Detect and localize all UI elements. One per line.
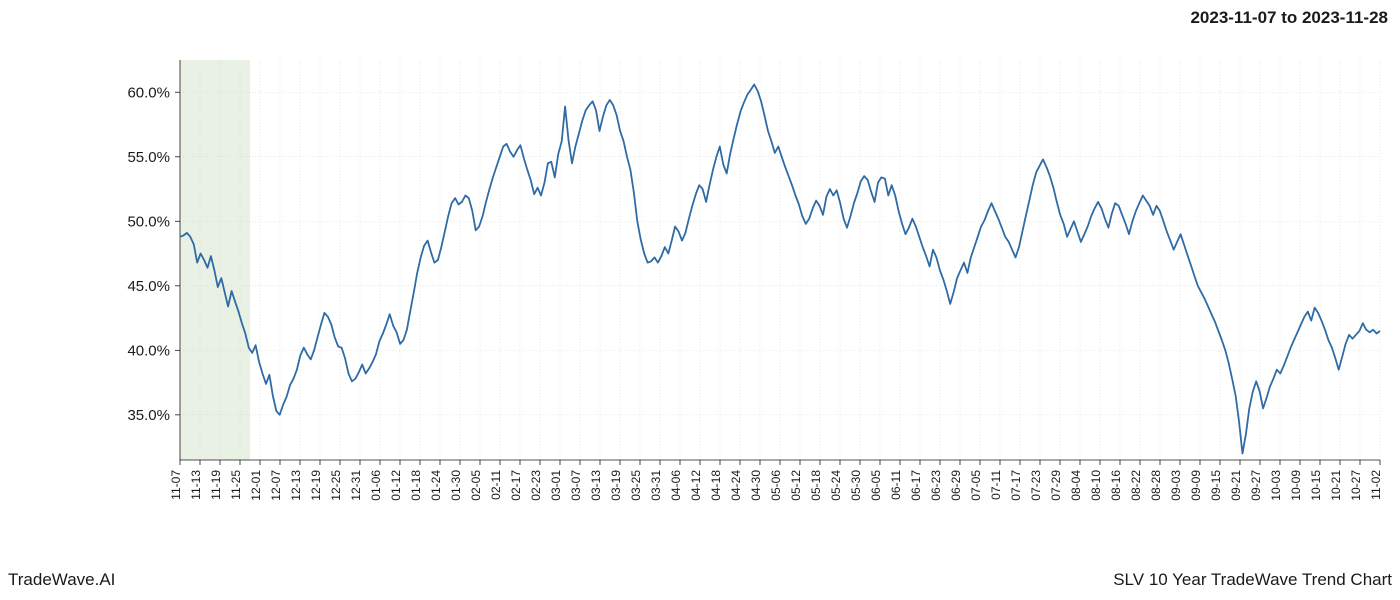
xtick-label: 10-21 <box>1329 470 1343 501</box>
xtick-label: 04-12 <box>689 470 703 501</box>
xtick-label: 12-01 <box>249 470 263 501</box>
ytick-label: 50.0% <box>127 213 170 230</box>
xtick-label: 09-21 <box>1229 470 1243 501</box>
xtick-label: 01-12 <box>389 470 403 501</box>
xtick-label: 07-11 <box>989 470 1003 500</box>
chart-container: 35.0% 40.0% 45.0% 50.0% 55.0% 60.0% 11-07 11-13… <box>0 40 1400 535</box>
xtick-label: 10-15 <box>1309 470 1323 501</box>
xtick-label: 09-27 <box>1249 470 1263 501</box>
xtick-label: 05-18 <box>809 470 823 501</box>
highlight-band <box>180 60 250 460</box>
xtick-label: 01-24 <box>429 470 443 501</box>
xtick-label: 03-01 <box>549 470 563 501</box>
xtick-label: 06-05 <box>869 470 883 501</box>
xtick-label: 01-06 <box>369 470 383 501</box>
xtick-label: 05-06 <box>769 470 783 501</box>
xtick-label: 05-12 <box>789 470 803 501</box>
xtick-label: 07-29 <box>1049 470 1063 501</box>
xtick-label: 06-23 <box>929 470 943 501</box>
footer-brand: TradeWave.AI <box>8 570 115 590</box>
xtick-label: 11-02 <box>1369 470 1383 500</box>
xtick-label: 12-25 <box>329 470 343 501</box>
xtick-label: 09-03 <box>1169 470 1183 501</box>
xtick-label: 12-31 <box>349 470 363 501</box>
xtick-label: 02-05 <box>469 470 483 501</box>
xtick-label: 07-17 <box>1009 470 1023 501</box>
xtick-label: 11-13 <box>189 470 203 500</box>
xtick-label: 08-22 <box>1129 470 1143 501</box>
xtick-label: 02-11 <box>489 470 503 500</box>
trend-chart: 35.0% 40.0% 45.0% 50.0% 55.0% 60.0% 11-07 11-13… <box>0 40 1400 535</box>
xtick-label: 11-07 <box>169 470 183 500</box>
xtick-label: 11-25 <box>229 470 243 500</box>
xtick-label: 04-30 <box>749 470 763 501</box>
xtick-label: 06-11 <box>889 470 903 500</box>
xtick-label: 03-07 <box>569 470 583 501</box>
xtick-label: 12-19 <box>309 470 323 501</box>
ytick-label: 40.0% <box>127 342 170 359</box>
xtick-label: 08-04 <box>1069 470 1083 501</box>
ytick-label: 55.0% <box>127 149 170 166</box>
xtick-label: 01-18 <box>409 470 423 501</box>
xtick-label: 03-19 <box>609 470 623 501</box>
xtick-label: 05-30 <box>849 470 863 501</box>
xtick-label: 03-31 <box>649 470 663 501</box>
xtick-label: 12-13 <box>289 470 303 501</box>
ytick-label: 45.0% <box>127 278 170 295</box>
xtick-label: 01-30 <box>449 470 463 501</box>
footer-chart-title: SLV 10 Year TradeWave Trend Chart <box>1113 570 1392 590</box>
xtick-label: 10-03 <box>1269 470 1283 501</box>
xtick-label: 03-25 <box>629 470 643 501</box>
xtick-label: 09-09 <box>1189 470 1203 501</box>
xtick-label: 02-23 <box>529 470 543 501</box>
xtick-label: 02-17 <box>509 470 523 501</box>
xtick-label: 10-27 <box>1349 470 1363 501</box>
xtick-label: 05-24 <box>829 470 843 501</box>
xtick-label: 07-23 <box>1029 470 1043 501</box>
xtick-label: 06-29 <box>949 470 963 501</box>
xtick-label: 10-09 <box>1289 470 1303 501</box>
xtick-label: 04-06 <box>669 470 683 501</box>
xtick-label: 08-10 <box>1089 470 1103 501</box>
ytick-label: 60.0% <box>127 84 170 101</box>
header-date-range: 2023-11-07 to 2023-11-28 <box>1190 8 1388 28</box>
xtick-label: 09-15 <box>1209 470 1223 501</box>
xtick-label: 11-19 <box>209 470 223 500</box>
ytick-label: 35.0% <box>127 407 170 424</box>
xtick-label: 04-24 <box>729 470 743 501</box>
xtick-label: 06-17 <box>909 470 923 501</box>
xtick-label: 08-16 <box>1109 470 1123 501</box>
xtick-label: 12-07 <box>269 470 283 501</box>
xtick-label: 07-05 <box>969 470 983 501</box>
xtick-label: 04-18 <box>709 470 723 501</box>
xtick-label: 08-28 <box>1149 470 1163 501</box>
trend-line <box>180 85 1380 454</box>
xtick-label: 03-13 <box>589 470 603 501</box>
